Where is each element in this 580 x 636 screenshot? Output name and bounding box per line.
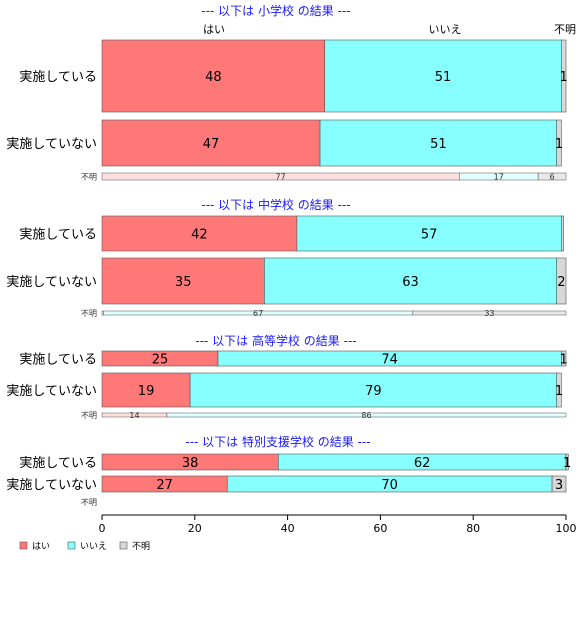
bar-segment-いいえ (166, 412, 567, 418)
value-label: 57 (421, 228, 438, 243)
value-label: 1 (555, 137, 563, 152)
panel-title-2: --- 以下は 高等学校 の結果 --- (195, 333, 356, 348)
top-label-0: はい (203, 23, 225, 36)
value-label: 67 (253, 309, 263, 318)
value-label: 19 (138, 384, 155, 399)
value-label: 3 (555, 478, 563, 493)
bar-segment-不明 (556, 119, 562, 167)
value-label: 79 (365, 384, 382, 399)
bar-segment-不明 (551, 475, 567, 493)
value-label: 14 (129, 411, 139, 420)
x-tick-label: 60 (373, 522, 387, 535)
category-label: 実施している (19, 227, 97, 243)
legend-label-1: いいえ (80, 541, 107, 552)
value-label: 63 (402, 275, 419, 290)
bar-segment-はい (101, 372, 191, 408)
value-label: 74 (381, 353, 398, 368)
category-label: 実施していない (6, 274, 97, 290)
category-label: 実施している (19, 455, 97, 471)
legend-label-2: 不明 (132, 541, 150, 552)
value-label: 86 (361, 411, 371, 420)
category-label: 不明 (81, 498, 97, 507)
category-label: 不明 (81, 309, 97, 318)
bar-segment-不明 (561, 215, 564, 252)
category-label: 実施していない (6, 136, 97, 152)
value-label: 35 (175, 275, 192, 290)
panel-title-3: --- 以下は 特別支援学校 の結果 --- (185, 434, 370, 449)
bar-segment-はい (101, 39, 326, 113)
bar-segment-不明 (561, 350, 567, 367)
value-label: 27 (156, 478, 173, 493)
bar-segment-不明 (537, 172, 567, 181)
value-label: 51 (435, 70, 452, 85)
value-label: 47 (203, 137, 220, 152)
bar-segment-不明 (556, 372, 562, 408)
value-label: 42 (191, 228, 208, 243)
bar-segment-いいえ (319, 119, 558, 167)
panel-title-0: --- 以下は 小学校 の結果 --- (201, 3, 350, 18)
panel-title-1: --- 以下は 中学校 の結果 --- (201, 197, 350, 212)
value-label: 6 (550, 173, 555, 182)
value-label: 1 (560, 353, 568, 368)
value-label: 77 (276, 173, 286, 182)
top-label-2: 不明 (554, 23, 576, 36)
value-label: 48 (205, 70, 222, 85)
x-tick-label: 0 (99, 522, 106, 535)
top-label-1: いいえ (429, 23, 462, 36)
category-label: 実施していない (6, 477, 97, 493)
bar-segment-いいえ (296, 215, 562, 252)
bar-segment-いいえ (264, 257, 558, 305)
legend-label-0: はい (32, 541, 50, 552)
value-label: 2 (557, 275, 565, 290)
legend-swatch-2 (119, 541, 128, 550)
x-tick-label: 80 (466, 522, 480, 535)
bar-segment-不明 (565, 453, 569, 471)
value-label: 51 (430, 137, 447, 152)
bar-segment-不明 (561, 39, 567, 113)
bar-segment-いいえ (324, 39, 562, 113)
x-tick-label: 20 (188, 522, 202, 535)
category-label: 実施している (19, 69, 97, 85)
category-label: 実施している (19, 352, 97, 368)
value-label: 25 (152, 353, 169, 368)
x-tick-label: 100 (556, 522, 577, 535)
category-label: 不明 (81, 173, 97, 182)
legend-swatch-0 (19, 541, 28, 550)
x-tick-label: 40 (281, 522, 295, 535)
value-label: 1 (563, 456, 571, 471)
category-label: 不明 (81, 411, 97, 420)
value-label: 17 (494, 173, 504, 182)
value-label: 38 (182, 456, 199, 471)
value-label: 1 (560, 70, 568, 85)
value-label: 1 (555, 384, 563, 399)
bar-segment-不明 (556, 257, 567, 305)
value-label: 62 (414, 456, 431, 471)
bar-segment-不明 (412, 310, 567, 316)
value-label: 70 (381, 478, 398, 493)
bar-segment-はい (101, 215, 298, 252)
legend-swatch-1 (67, 541, 76, 550)
bar-segment-いいえ (189, 372, 558, 408)
category-label: 実施していない (6, 383, 97, 399)
value-label: 33 (484, 309, 494, 318)
